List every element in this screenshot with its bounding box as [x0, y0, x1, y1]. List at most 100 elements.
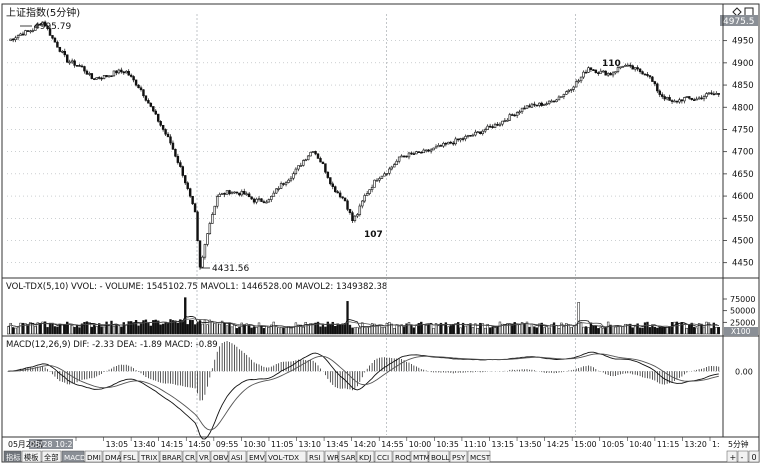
indicator-tab[interactable]: [392, 450, 411, 463]
volume-bar: [574, 324, 578, 335]
indicator-tab-label: VOL-TDX: [268, 453, 299, 462]
candle-up: [206, 233, 209, 245]
candle-down: [351, 212, 354, 222]
volume-bar: [397, 325, 401, 335]
indicator-tab[interactable]: [3, 450, 22, 463]
candle-down: [184, 175, 187, 184]
indicator-tab[interactable]: [102, 450, 121, 463]
volume-bar: [474, 323, 477, 335]
candle-down: [85, 70, 89, 75]
candle-down: [238, 192, 241, 196]
price-badge-bg: [720, 15, 758, 26]
candle-up: [434, 146, 438, 149]
zoom-button[interactable]: [726, 450, 738, 463]
indicator-tab[interactable]: [428, 450, 450, 463]
volume-bar: [95, 326, 98, 335]
candle-up: [213, 205, 216, 215]
time-tick-label: 11:15: [657, 440, 680, 449]
candle-up: [422, 149, 425, 154]
indicator-tab[interactable]: [159, 450, 183, 463]
indicator-tab[interactable]: [246, 450, 266, 463]
indicator-tab[interactable]: [138, 450, 160, 463]
indicator-tab[interactable]: [338, 450, 357, 463]
candle-up: [695, 98, 698, 101]
volume-bar: [429, 322, 433, 335]
candle-up: [353, 215, 357, 222]
indicator-tab-label: PSY: [452, 453, 466, 462]
candle-down: [629, 64, 632, 67]
volume-bar: [488, 327, 492, 335]
indicator-tab[interactable]: [182, 450, 197, 463]
price-tick-label: 4800: [732, 103, 754, 113]
candle-down: [461, 138, 465, 140]
indicator-tab[interactable]: [210, 450, 229, 463]
volume-bar: [533, 326, 536, 335]
candle-up: [538, 102, 541, 106]
indicator-tab[interactable]: [61, 450, 85, 463]
candle-up: [447, 141, 450, 145]
indicator-tab[interactable]: [21, 450, 42, 463]
candle-down: [670, 100, 674, 102]
indicator-tab[interactable]: [228, 450, 247, 463]
indicator-tab[interactable]: [449, 450, 468, 463]
volume-bar: [284, 326, 288, 335]
volume-bar: [560, 322, 563, 335]
volume-bar: [257, 322, 261, 335]
candle-up: [34, 25, 37, 31]
indicator-tab-label: 模板: [24, 453, 38, 462]
volume-tick-label: 25000: [730, 318, 755, 327]
volume-bar: [685, 327, 688, 335]
candle-down: [488, 125, 492, 128]
candle-down: [80, 65, 84, 68]
zoom-button-label: 0: [752, 453, 757, 462]
volume-bar: [235, 328, 239, 335]
time-tick-label: 10:30: [243, 440, 266, 449]
candle-up: [370, 186, 374, 190]
volume-bar: [211, 320, 214, 335]
volume-bar: [636, 323, 639, 335]
indicator-tab[interactable]: [41, 450, 62, 463]
candle-up: [565, 91, 568, 95]
candle-down: [171, 142, 175, 150]
indicator-tab[interactable]: [324, 450, 339, 463]
indicator-tab-label: MTM: [413, 453, 430, 462]
volume-bar: [331, 321, 334, 335]
price-tick-label: 4650: [732, 170, 754, 180]
candle-up: [16, 35, 20, 39]
candle-down: [675, 100, 679, 103]
price-tick-label: 4900: [732, 59, 754, 69]
volume-bar: [262, 328, 266, 335]
mavol2-line: [8, 318, 719, 328]
zoom-button[interactable]: [748, 450, 760, 463]
volume-bar: [629, 323, 632, 335]
volume-bar: [631, 327, 634, 335]
volume-bar: [690, 322, 693, 335]
volume-bar: [75, 324, 79, 335]
volume-bar: [415, 325, 418, 335]
volume-bar: [661, 327, 664, 335]
volume-bar: [552, 322, 556, 335]
indicator-tab[interactable]: [196, 450, 211, 463]
indicator-tab[interactable]: [410, 450, 429, 463]
indicator-tab[interactable]: [265, 450, 307, 463]
volume-bar: [380, 327, 384, 335]
volume-bar: [186, 324, 189, 335]
macd-tick-label: 0.00: [735, 367, 753, 376]
candle-up: [378, 178, 381, 181]
time-tick-label: 11:10: [464, 440, 487, 449]
indicator-tab[interactable]: [467, 450, 491, 463]
indicator-tab[interactable]: [374, 450, 393, 463]
candle-up: [520, 107, 524, 113]
volume-bar: [717, 327, 720, 335]
candle-up: [466, 135, 470, 137]
volume-bar: [154, 319, 157, 335]
indicator-tab[interactable]: [84, 450, 103, 463]
candle-up: [24, 30, 27, 36]
indicator-tab[interactable]: [356, 450, 375, 463]
indicator-tab[interactable]: [120, 450, 139, 463]
zoom-button[interactable]: [737, 450, 749, 463]
indicator-tab[interactable]: [306, 450, 325, 463]
unit-badge: X100: [731, 327, 751, 336]
candle-down: [252, 198, 256, 203]
volume-bar: [663, 326, 666, 335]
